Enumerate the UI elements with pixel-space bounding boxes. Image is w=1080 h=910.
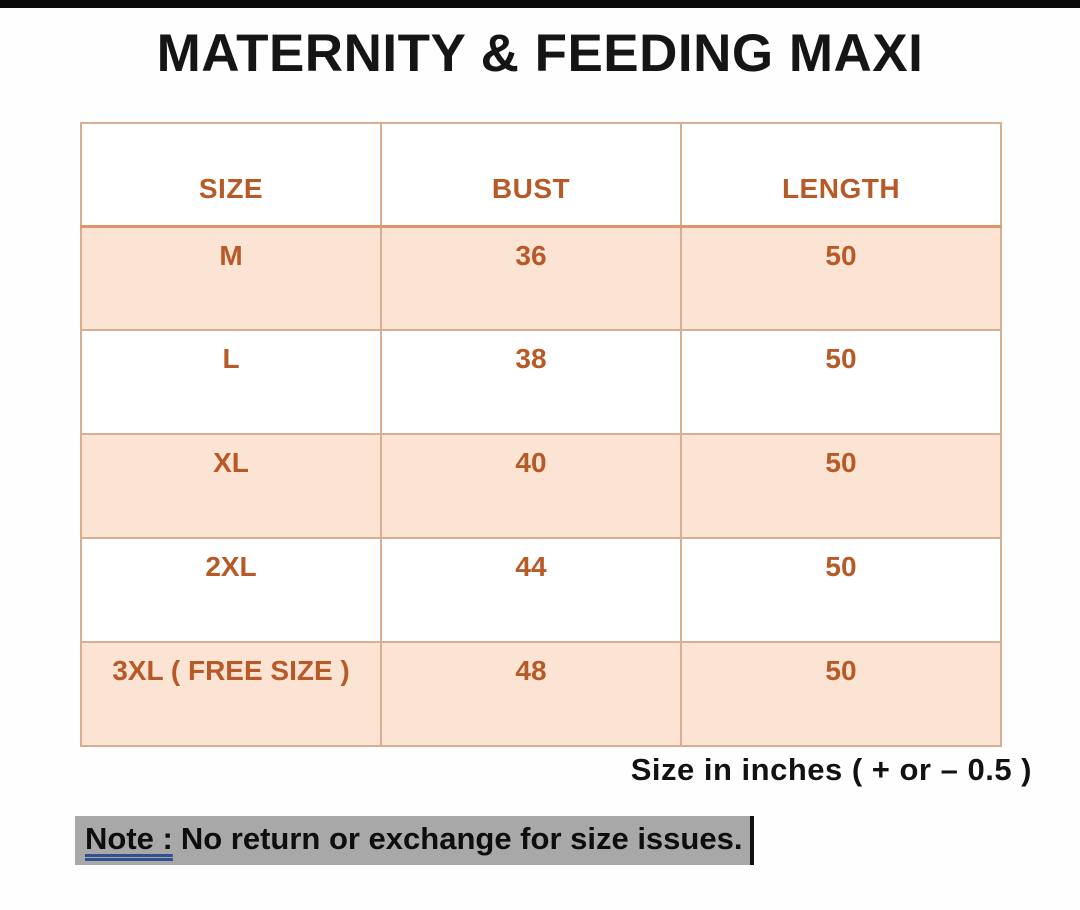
table-row-xl: XL 40 50 xyxy=(80,433,1002,539)
column-header-bust: BUST xyxy=(380,122,682,228)
length-cell: 50 xyxy=(680,225,1002,331)
length-cell: 50 xyxy=(680,329,1002,435)
bust-cell: 38 xyxy=(380,329,682,435)
size-chart-table: SIZE BUST LENGTH M 36 50 L 38 50 XL 40 5… xyxy=(80,122,1002,747)
note-label: Note : xyxy=(85,821,173,856)
bust-cell: 40 xyxy=(380,433,682,539)
return-policy-note: Note : No return or exchange for size iss… xyxy=(75,816,755,865)
note-text: No return or exchange for size issues. xyxy=(180,821,743,856)
table-row-3xl-free-size: 3XL ( FREE SIZE ) 48 50 xyxy=(80,641,1002,747)
size-cell: 3XL ( FREE SIZE ) xyxy=(80,641,382,747)
length-cell: 50 xyxy=(680,433,1002,539)
column-header-length: LENGTH xyxy=(680,122,1002,228)
size-cell: 2XL xyxy=(80,537,382,643)
page-title: MATERNITY & FEEDING MAXI xyxy=(156,24,924,83)
table-header-row: SIZE BUST LENGTH xyxy=(80,122,1002,228)
table-row-l: L 38 50 xyxy=(80,329,1002,435)
bust-cell: 44 xyxy=(380,537,682,643)
top-border-strip xyxy=(0,0,1080,8)
size-cell: XL xyxy=(80,433,382,539)
size-cell: L xyxy=(80,329,382,435)
table-row-2xl: 2XL 44 50 xyxy=(80,537,1002,643)
units-tolerance-footnote: Size in inches ( + or – 0.5 ) xyxy=(630,752,1032,787)
size-cell: M xyxy=(80,225,382,331)
bust-cell: 48 xyxy=(380,641,682,747)
column-header-size: SIZE xyxy=(80,122,382,228)
bust-cell: 36 xyxy=(380,225,682,331)
length-cell: 50 xyxy=(680,537,1002,643)
length-cell: 50 xyxy=(680,641,1002,747)
table-row-m: M 36 50 xyxy=(80,225,1002,331)
